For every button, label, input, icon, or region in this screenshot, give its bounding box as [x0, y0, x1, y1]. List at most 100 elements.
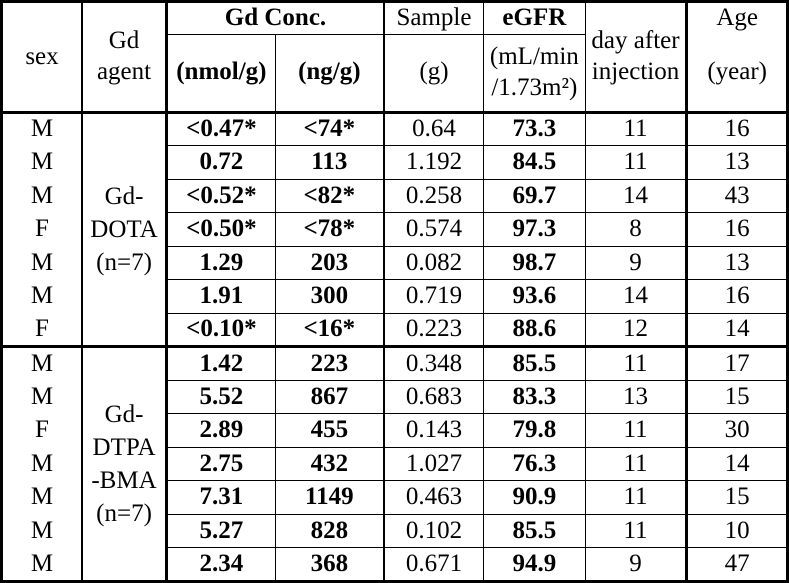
cell-age: 43	[685, 178, 788, 214]
cell-sex: F	[1, 413, 83, 448]
cell-ngg: <82*	[274, 178, 385, 214]
cell-sample: 0.671	[382, 547, 485, 582]
cell-ngg: 203	[274, 245, 385, 281]
cell-day: 9	[584, 245, 688, 281]
cell-sample: 0.683	[382, 379, 485, 415]
cell-ngg: 867	[274, 379, 385, 415]
cell-age: 13	[685, 245, 788, 281]
cell-nmol: 5.52	[165, 379, 276, 415]
group-gd-dtpa-bma: M Gd- DTPA -BMA (n=7) 1.42 223 0.348 85.…	[1, 346, 788, 582]
cell-nmol: 2.89	[165, 413, 276, 448]
cell-egfr: 97.3	[483, 212, 586, 247]
table-row: M 1.29 203 0.082 98.7 9 13	[1, 245, 788, 281]
cell-sex: M	[1, 279, 83, 314]
header-unit-ngg: (ng/g)	[274, 33, 385, 113]
header-sex: sex	[1, 1, 83, 113]
cell-ngg: 300	[274, 279, 385, 314]
cell-egfr: 98.7	[483, 245, 586, 281]
header-unit-sample: (g)	[382, 33, 485, 113]
cell-nmol: 1.91	[165, 279, 276, 314]
cell-age: 16	[685, 212, 788, 247]
cell-sample: 0.574	[382, 212, 485, 247]
cell-age: 47	[685, 547, 788, 582]
cell-egfr: 85.5	[483, 346, 586, 381]
cell-nmol: 1.42	[165, 346, 276, 381]
cell-day: 11	[584, 145, 688, 180]
cell-sex: M	[1, 112, 83, 146]
table-row: F 2.89 455 0.143 79.8 11 30	[1, 413, 788, 448]
cell-age: 14	[685, 312, 788, 348]
cell-sex: M	[1, 145, 83, 180]
cell-sex: M	[1, 179, 83, 213]
header-sample: Sample	[382, 1, 485, 35]
cell-sample: 1.027	[382, 446, 485, 482]
cell-sex: F	[1, 212, 83, 247]
cell-age: 17	[685, 346, 788, 381]
header-gd-conc: Gd Conc.	[165, 1, 385, 35]
cell-day: 11	[584, 413, 688, 448]
cell-day: 14	[584, 279, 688, 314]
header-unit-egfr: (mL/min /1.73m²)	[483, 33, 586, 113]
cell-sample: 0.463	[382, 480, 485, 515]
cell-ngg: 828	[274, 513, 385, 549]
cell-age: 30	[685, 413, 788, 448]
cell-sample: 0.082	[382, 245, 485, 281]
cell-sample: 0.64	[382, 111, 485, 147]
header-row-1: sex Gd agent Gd Conc. Sample eGFR day af…	[1, 1, 788, 113]
cell-egfr: 73.3	[483, 111, 586, 147]
cell-age: 16	[685, 279, 788, 314]
cell-age: 15	[685, 480, 788, 515]
table-row: F <0.10* <16* 0.223 88.6 12 14	[1, 312, 788, 348]
cell-age: 15	[685, 379, 788, 415]
cell-egfr: 79.8	[483, 413, 586, 448]
cell-egfr: 90.9	[483, 480, 586, 515]
table-row: M Gd- DOTA (n=7) <0.47* <74* 0.64 73.3 1…	[1, 111, 788, 348]
cell-sex: M	[1, 447, 83, 481]
cell-sex: M	[1, 380, 83, 414]
cell-egfr: 76.3	[483, 446, 586, 482]
cell-day: 8	[584, 212, 688, 247]
cell-day: 11	[584, 446, 688, 482]
table-row: M 2.34 368 0.671 94.9 9 47	[1, 547, 788, 582]
header-day-after-injection: day after injection	[584, 1, 688, 113]
cell-nmol: 7.31	[165, 480, 276, 515]
cell-sex: M	[1, 514, 83, 548]
cell-ngg: 432	[274, 446, 385, 482]
table-row: M 1.91 300 0.719 93.6 14 16	[1, 279, 788, 314]
cell-nmol: 2.75	[165, 446, 276, 482]
cell-age: 14	[685, 446, 788, 482]
cell-ngg: <16*	[274, 312, 385, 348]
cell-ngg: 368	[274, 547, 385, 582]
table-row: M 7.31 1149 0.463 90.9 11 15	[1, 480, 788, 515]
cell-egfr: 69.7	[483, 178, 586, 214]
cell-egfr: 94.9	[483, 547, 586, 582]
cell-nmol: <0.47*	[165, 111, 276, 147]
cell-egfr: 85.5	[483, 513, 586, 549]
table-row: M Gd- DTPA -BMA (n=7) 1.42 223 0.348 85.…	[1, 346, 788, 582]
cell-ngg: 1149	[274, 480, 385, 515]
cell-age: 13	[685, 145, 788, 180]
cell-age: 16	[685, 111, 788, 147]
cell-ngg: <78*	[274, 212, 385, 247]
cell-sex: M	[1, 246, 83, 280]
cell-nmol: <0.50*	[165, 212, 276, 247]
header-egfr: eGFR	[483, 1, 586, 35]
cell-ngg: <74*	[274, 111, 385, 147]
cell-nmol: 0.72	[165, 145, 276, 180]
cell-sample: 0.102	[382, 513, 485, 549]
header-gd-agent: Gd agent	[81, 1, 168, 113]
group-gd-dota: M Gd- DOTA (n=7) <0.47* <74* 0.64 73.3 1…	[1, 111, 788, 348]
cell-gd-agent: Gd- DTPA -BMA (n=7)	[81, 346, 168, 582]
cell-sex: M	[1, 547, 83, 582]
cell-day: 9	[584, 547, 688, 582]
cell-sex: M	[1, 480, 83, 515]
cell-sample: 0.223	[382, 312, 485, 348]
table-row: M 2.75 432 1.027 76.3 11 14	[1, 446, 788, 482]
cell-sex: M	[1, 346, 83, 381]
cell-day: 11	[584, 111, 688, 147]
cell-age: 10	[685, 513, 788, 549]
cell-sample: 0.719	[382, 279, 485, 314]
cell-day: 11	[584, 346, 688, 381]
cell-egfr: 93.6	[483, 279, 586, 314]
